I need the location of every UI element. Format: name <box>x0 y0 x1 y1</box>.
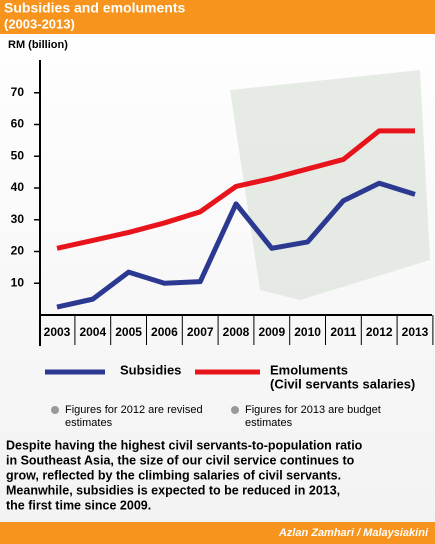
note-bullet <box>51 406 59 414</box>
x-tick-label: 2011 <box>330 325 356 339</box>
body-text: Despite having the highest civil servant… <box>6 438 363 452</box>
body-text: grow, reflected by the climbing salaries… <box>6 468 341 482</box>
x-tick-label: 2007 <box>187 325 214 339</box>
footer-bar <box>0 522 435 544</box>
y-tick-label: 50 <box>11 148 25 162</box>
series-line <box>56 180 416 310</box>
credit: Azlan Zamhari / Malaysiakini <box>278 527 429 539</box>
x-tick-label: 2004 <box>79 325 106 339</box>
note-text: Figures for 2013 are budget <box>245 404 381 416</box>
note-text: estimates <box>245 417 293 429</box>
note-text: estimates <box>65 417 113 429</box>
y-tick-label: 60 <box>11 117 25 131</box>
x-tick-label: 2008 <box>223 325 250 339</box>
subtitle: (2003-2013) <box>4 16 75 31</box>
money-image <box>230 70 430 300</box>
header-bar <box>0 0 435 34</box>
x-tick-label: 2005 <box>115 325 142 339</box>
x-tick-label: 2012 <box>366 325 393 339</box>
x-tick-label: 2006 <box>151 325 178 339</box>
note-text: Figures for 2012 are revised <box>65 404 203 416</box>
series-line <box>56 128 415 251</box>
y-tick-label: 70 <box>11 85 25 99</box>
y-tick-label: 10 <box>11 275 25 289</box>
body-text: in Southeast Asia, the size of our civil… <box>6 453 355 467</box>
note-bullet <box>231 406 239 414</box>
x-tick-label: 2009 <box>258 325 285 339</box>
x-tick-label: 2003 <box>44 325 71 339</box>
spacer <box>60 413 61 414</box>
y-tick-label: 40 <box>11 180 25 194</box>
legend-label: Subsidies <box>120 362 181 377</box>
legend-label: Emoluments <box>270 362 348 377</box>
legend-description: (Civil servants salaries) <box>270 376 415 391</box>
x-tick-label: 2010 <box>294 325 321 339</box>
title: Subsidies and emoluments <box>4 0 185 16</box>
y-tick-label: 20 <box>11 244 25 258</box>
y-tick-label: 30 <box>11 212 25 226</box>
body-text: Meanwhile, subsidies is expected to be r… <box>6 483 340 497</box>
y-axis-label: RM (billion) <box>8 39 68 51</box>
x-tick-label: 2013 <box>402 325 429 339</box>
body-text: the first time since 2009. <box>6 498 151 512</box>
